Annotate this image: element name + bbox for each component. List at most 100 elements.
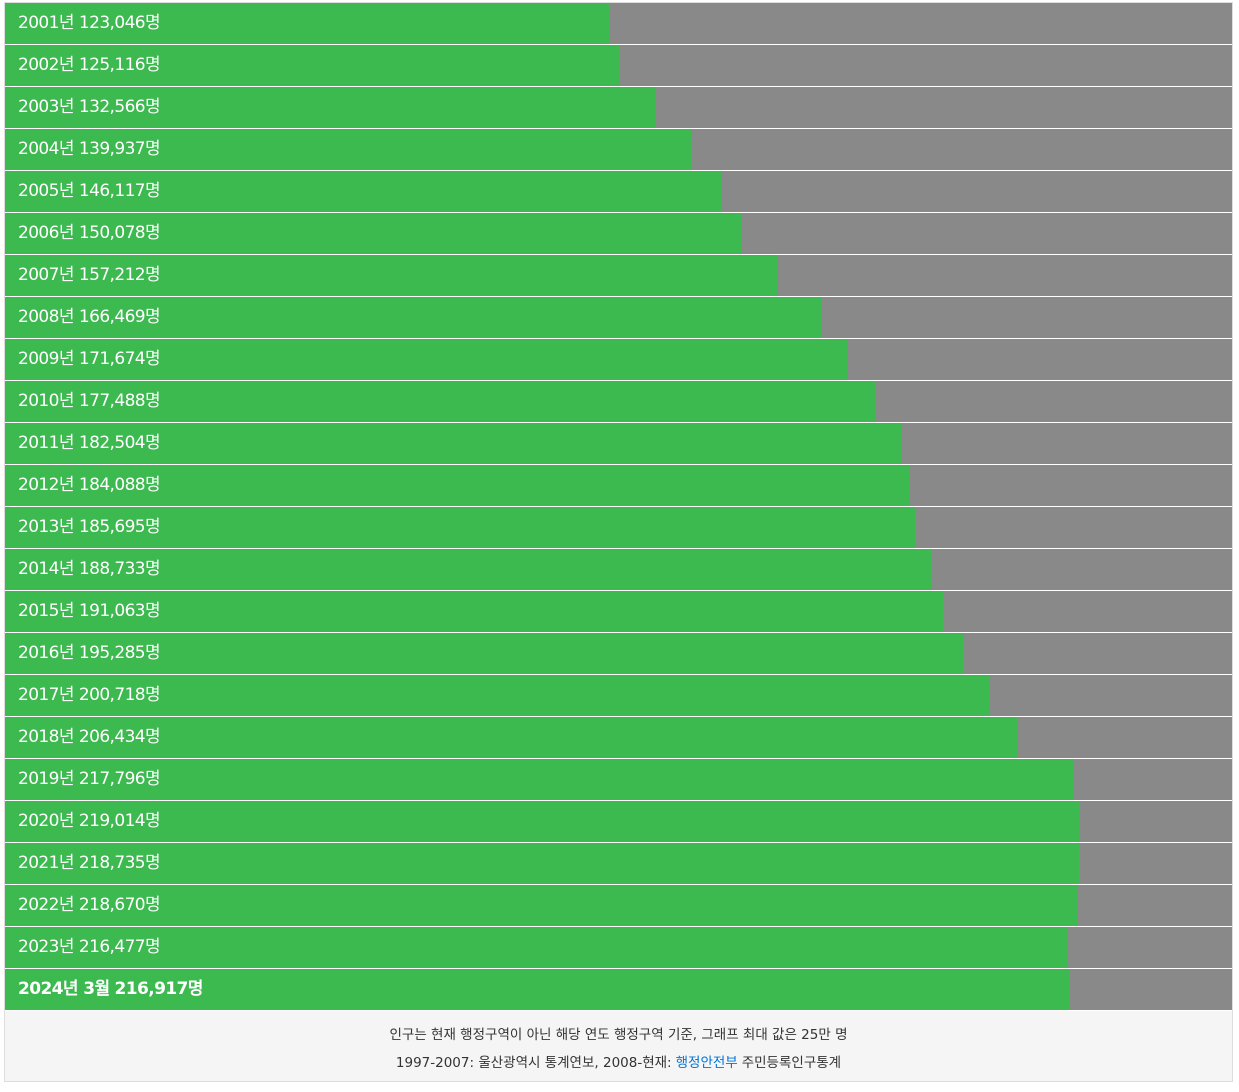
bar (5, 297, 823, 338)
category-label: 2020년 (18, 811, 75, 831)
category-label: 2014년 (18, 559, 75, 579)
bar-label: 2020년 219,014명 (18, 801, 161, 842)
bar-label: 2021년 218,735명 (18, 843, 161, 884)
bar-label: 2019년 217,796명 (18, 759, 161, 800)
bar-label: 2022년 218,670명 (18, 885, 161, 926)
bar (5, 675, 991, 716)
value-label: 139,937명 (78, 139, 161, 159)
category-label: 2003년 (18, 97, 75, 117)
bar-row: 2016년 195,285명 (5, 633, 1232, 675)
note: 인구는 현재 행정구역이 아닌 해당 연도 행정구역 기준, 그래프 최대 값은… (389, 1027, 848, 1043)
bar (5, 591, 943, 632)
bar (5, 3, 609, 44)
bar-label: 2008년 166,469명 (18, 297, 161, 338)
source-line: 1997-2007: 울산광역시 통계연보, 2008-현재: 행정안전부 주민등록… (5, 1049, 1232, 1077)
bar (5, 339, 848, 380)
bar (5, 885, 1079, 926)
value-label: 184,088명 (78, 475, 161, 495)
bar-row: 2011년 182,504명 (5, 423, 1232, 465)
bar (5, 549, 932, 590)
value-label: 146,117명 (78, 181, 161, 201)
bar (5, 507, 917, 548)
category-label: 2013년 (18, 517, 75, 537)
value-label: 219,014명 (78, 811, 161, 831)
bar-row: 2001년 123,046명 (5, 3, 1232, 45)
value-label: 191,063명 (78, 601, 161, 621)
bar (5, 87, 656, 128)
note-line: 인구는 현재 행정구역이 아닌 해당 연도 행정구역 기준, 그래프 최대 값은… (5, 1021, 1232, 1049)
bar-label: 2012년 184,088명 (18, 465, 161, 506)
bar (5, 45, 620, 86)
value-label: 185,695명 (78, 517, 161, 537)
category-label: 2017년 (18, 685, 75, 705)
bar-label: 2014년 188,733명 (18, 549, 161, 590)
category-label: 2002년 (18, 55, 75, 75)
category-label: 2015년 (18, 601, 75, 621)
bar-label: 2001년 123,046명 (18, 3, 161, 44)
bar-row: 2024년 3월 216,917명 (5, 969, 1232, 1011)
category-label: 2018년 (18, 727, 75, 747)
bar-row: 2013년 185,695명 (5, 507, 1232, 549)
value-label: 195,285명 (78, 643, 161, 663)
value-label: 206,434명 (78, 727, 161, 747)
bar-row: 2019년 217,796명 (5, 759, 1232, 801)
bar (5, 171, 723, 212)
bar-row: 2004년 139,937명 (5, 129, 1232, 171)
value-label: 123,046명 (78, 13, 161, 33)
source-suffix: 주민등록인구통계 (741, 1055, 842, 1071)
category-label: 2019년 (18, 769, 75, 789)
value-label: 182,504명 (78, 433, 161, 453)
bar (5, 969, 1070, 1010)
bar (5, 255, 777, 296)
bar (5, 759, 1074, 800)
chart: 2001년 123,046명 2002년 125,116명 2003년 132,566명 2… (4, 2, 1233, 1082)
bar-label: 2006년 150,078명 (18, 213, 161, 254)
bar-row: 2020년 219,014명 (5, 801, 1232, 843)
bar-row: 2009년 171,674명 (5, 339, 1232, 381)
value-label: 218,670명 (78, 895, 161, 915)
category-label: 2011년 (18, 433, 75, 453)
bar-label: 2013년 185,695명 (18, 507, 161, 548)
bar-row: 2023년 216,477명 (5, 927, 1232, 969)
value-label: 218,735명 (78, 853, 161, 873)
bar-row: 2017년 200,718명 (5, 675, 1232, 717)
bar (5, 423, 901, 464)
bar-row: 2008년 166,469명 (5, 297, 1232, 339)
bar-label: 2024년 3월 216,917명 (18, 969, 203, 1010)
value-label: 125,116명 (78, 55, 161, 75)
category-label: 2012년 (18, 475, 75, 495)
bar-label: 2007년 157,212명 (18, 255, 161, 296)
bar-label: 2002년 125,116명 (18, 45, 161, 86)
category-label: 2007년 (18, 265, 75, 285)
bar (5, 465, 909, 506)
category-label: 2009년 (18, 349, 75, 369)
value-label: 188,733명 (78, 559, 161, 579)
bar-row: 2006년 150,078명 (5, 213, 1232, 255)
source-link[interactable]: 행정안전부 (675, 1055, 738, 1071)
category-label: 2008년 (18, 307, 75, 327)
bar-row: 2014년 188,733명 (5, 549, 1232, 591)
bar-row: 2021년 218,735명 (5, 843, 1232, 885)
value-label: 132,566명 (78, 97, 161, 117)
value-label: 171,674명 (78, 349, 161, 369)
bar (5, 843, 1079, 884)
bar-label: 2017년 200,718명 (18, 675, 161, 716)
bar-row: 2018년 206,434명 (5, 717, 1232, 759)
category-label: 2006년 (18, 223, 75, 243)
bar-row: 2015년 191,063명 (5, 591, 1232, 633)
bars: 2001년 123,046명 2002년 125,116명 2003년 132,566명 2… (5, 3, 1232, 1011)
value-label: 157,212명 (78, 265, 161, 285)
bar (5, 381, 877, 422)
source-prefix: 1997-2007: 울산광역시 통계연보, 2008-현재: (395, 1055, 672, 1071)
footnote: 인구는 현재 행정구역이 아닌 해당 연도 행정구역 기준, 그래프 최대 값은… (5, 1011, 1232, 1081)
bar-label: 2023년 216,477명 (18, 927, 161, 968)
value-label: 150,078명 (78, 223, 161, 243)
category-label: 2005년 (18, 181, 75, 201)
bar-row: 2022년 218,670명 (5, 885, 1232, 927)
bar-row: 2002년 125,116명 (5, 45, 1232, 87)
bar (5, 213, 742, 254)
value-label: 216,917명 (114, 979, 204, 999)
value-label: 216,477명 (78, 937, 161, 957)
category-label: 2022년 (18, 895, 75, 915)
